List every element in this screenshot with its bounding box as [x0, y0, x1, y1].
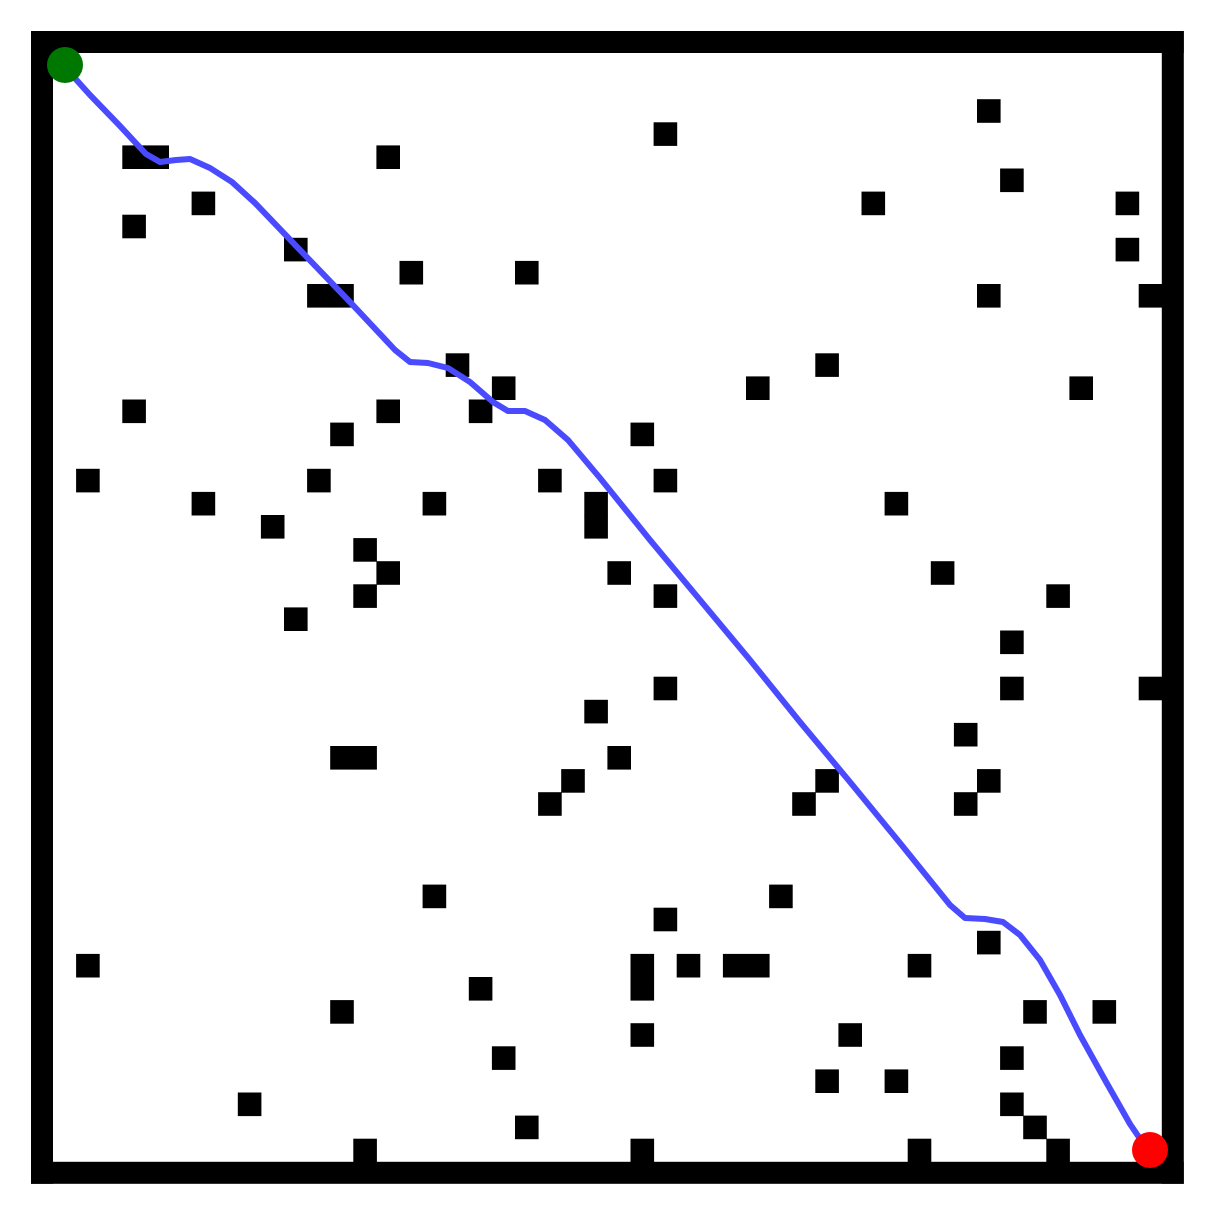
obstacle-block — [815, 769, 839, 793]
obstacle-block — [884, 1069, 909, 1093]
obstacle-block — [653, 676, 678, 701]
obstacle-block — [584, 699, 608, 724]
obstacle-block — [76, 953, 100, 978]
obstacle-block — [653, 584, 678, 608]
obstacle-block — [1069, 376, 1093, 400]
start-marker — [47, 47, 83, 83]
obstacle-block — [1115, 191, 1140, 216]
obstacle-block — [330, 422, 354, 447]
obstacle-block — [746, 953, 770, 978]
obstacle-block — [884, 491, 909, 516]
obstacle-block — [907, 953, 932, 978]
obstacle-block — [468, 399, 493, 424]
wall-right — [1161, 31, 1184, 1184]
obstacle-block — [353, 1138, 377, 1163]
obstacle-block — [491, 1046, 516, 1070]
obstacle-block — [977, 99, 1001, 123]
obstacle-block — [607, 746, 631, 770]
outer-wall — [31, 31, 1184, 1184]
obstacle-block — [538, 792, 562, 816]
obstacle-block — [1046, 584, 1070, 608]
obstacle-block — [953, 792, 978, 816]
wall-bottom — [31, 1161, 1184, 1184]
obstacle-block — [191, 191, 216, 216]
obstacle-block — [1023, 1000, 1047, 1024]
obstacle-block — [630, 977, 655, 1001]
obstacle-block — [838, 1023, 862, 1047]
obstacle-block — [1115, 237, 1140, 262]
obstacle-block — [907, 1138, 932, 1163]
obstacle-block — [977, 284, 1001, 308]
obstacle-block — [122, 214, 146, 239]
obstacle-block — [815, 1069, 839, 1093]
obstacle-block — [769, 884, 793, 909]
obstacle-block — [630, 422, 655, 447]
obstacle-block — [1000, 168, 1024, 193]
obstacle-block — [307, 468, 331, 493]
obstacle-block — [237, 1092, 262, 1117]
obstacle-block — [746, 376, 770, 400]
obstacle-block — [861, 191, 886, 216]
wall-top — [31, 31, 1184, 53]
obstacle-block — [376, 145, 400, 169]
wall-left — [31, 31, 53, 1184]
obstacle-block — [653, 468, 678, 493]
obstacle-block — [330, 1000, 354, 1024]
obstacle-block — [260, 515, 285, 539]
obstacle-block — [538, 468, 562, 493]
obstacle-block — [630, 1023, 655, 1047]
obstacle-block — [630, 953, 655, 978]
obstacle-block — [1000, 1046, 1024, 1070]
obstacle-block — [76, 468, 100, 493]
obstacle-block — [1000, 676, 1024, 701]
obstacle-block — [1000, 1092, 1024, 1117]
obstacle-block — [353, 538, 377, 562]
obstacle-block — [1023, 1115, 1047, 1140]
obstacle-block — [1138, 676, 1163, 701]
obstacle-block — [307, 284, 331, 308]
obstacle-block — [1138, 284, 1163, 308]
obstacle-block — [953, 722, 978, 747]
obstacle-block — [330, 746, 354, 770]
obstacle-layer — [76, 99, 1163, 1163]
obstacle-block — [722, 953, 747, 978]
obstacle-block — [1000, 630, 1024, 655]
obstacle-block — [584, 491, 608, 516]
obstacle-block — [491, 376, 516, 400]
obstacle-block — [422, 491, 447, 516]
obstacle-block — [930, 561, 955, 585]
obstacle-block — [607, 561, 631, 585]
obstacle-block — [284, 607, 308, 631]
obstacle-block — [653, 122, 678, 146]
obstacle-block — [561, 769, 585, 793]
obstacle-block — [977, 930, 1001, 955]
obstacle-block — [676, 953, 701, 978]
goal-marker — [1132, 1132, 1168, 1168]
obstacle-block — [376, 561, 400, 585]
obstacle-block — [353, 746, 377, 770]
obstacle-block — [977, 769, 1001, 793]
obstacle-block — [630, 1138, 655, 1163]
obstacle-block — [584, 515, 608, 539]
obstacle-block — [422, 884, 447, 909]
obstacle-block — [515, 1115, 539, 1140]
route-path — [60, 62, 1152, 1155]
obstacle-block — [399, 260, 424, 285]
obstacle-block — [353, 584, 377, 608]
obstacle-block — [792, 792, 816, 816]
obstacle-block — [515, 260, 539, 285]
obstacle-block — [376, 399, 400, 424]
obstacle-block — [653, 907, 678, 932]
obstacle-block — [122, 399, 146, 424]
obstacle-block — [191, 491, 216, 516]
obstacle-block — [468, 977, 493, 1001]
obstacle-block — [815, 353, 839, 377]
obstacle-block — [1046, 1138, 1070, 1163]
obstacle-block — [1092, 1000, 1117, 1024]
